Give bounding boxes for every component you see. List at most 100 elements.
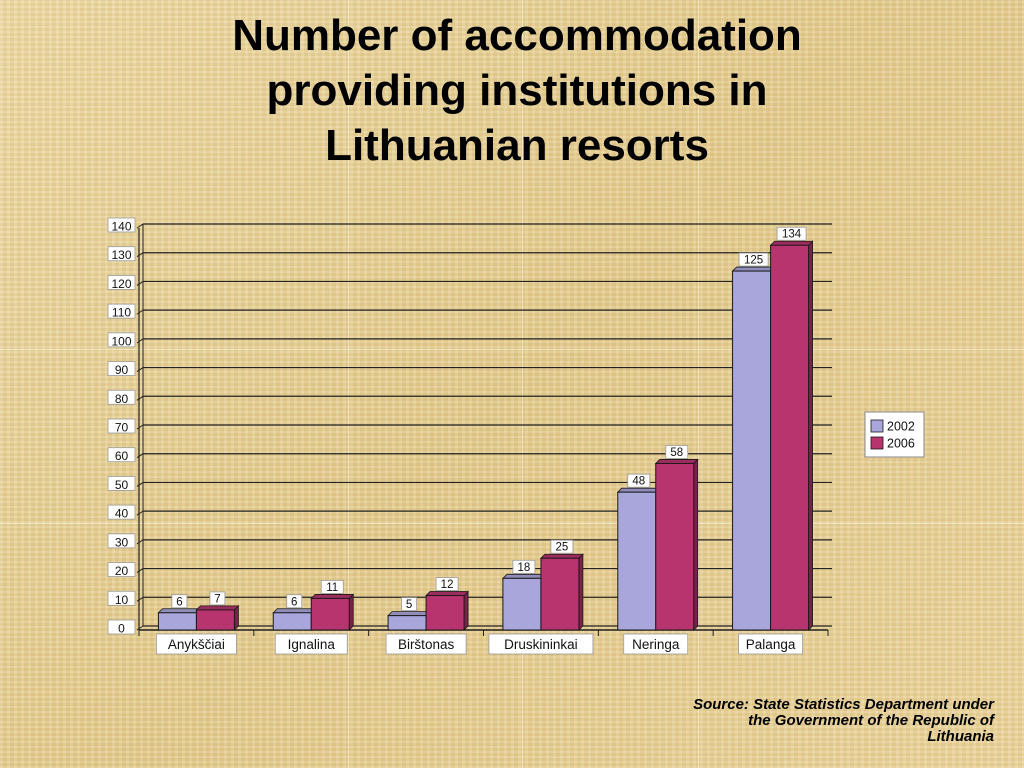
y-tick-label: 20	[115, 564, 129, 578]
y-tick-label-box	[107, 332, 136, 348]
data-label-box	[286, 594, 303, 609]
gridline-depth	[136, 395, 144, 401]
y-tick-label: 0	[118, 622, 125, 636]
category-label: Ignalina	[288, 637, 336, 652]
y-tick-label: 120	[111, 277, 131, 291]
background-seam	[0, 523, 1024, 524]
legend-swatch	[870, 419, 884, 433]
bar-side	[348, 593, 354, 631]
y-tick-label: 80	[115, 392, 129, 406]
bar	[310, 597, 350, 631]
data-label: 12	[441, 579, 454, 591]
bar	[540, 557, 580, 631]
y-tick-label-box	[107, 361, 136, 376]
bar-top	[616, 487, 661, 493]
bar-top	[769, 240, 814, 246]
data-label: 25	[556, 542, 569, 554]
category-label: Birštonas	[398, 637, 455, 652]
source-line: Source: State Statistics Department unde…	[693, 696, 994, 713]
bar	[425, 595, 465, 631]
gridline-depth	[136, 424, 144, 430]
data-label-box	[738, 252, 769, 267]
y-tick-label: 10	[115, 593, 129, 607]
data-label: 6	[291, 596, 297, 608]
y-tick-label-box	[107, 389, 136, 405]
y-tick-label-box	[107, 504, 136, 520]
gridline-depth	[136, 281, 144, 286]
y-tick-label-box	[107, 217, 136, 233]
y-tick-label: 140	[111, 220, 131, 234]
legend-label: 2006	[887, 437, 915, 451]
data-label: 18	[518, 562, 531, 574]
legend-label: 2002	[887, 420, 915, 434]
y-tick-label: 70	[115, 421, 129, 435]
category-label-box	[156, 633, 237, 655]
bar	[157, 612, 197, 631]
source-line: Lithuania	[927, 728, 994, 745]
gridline-depth	[136, 338, 144, 344]
bar-top	[501, 573, 546, 579]
title-line: providing institutions in	[266, 66, 768, 115]
data-label-box	[627, 473, 651, 488]
source-note: Source: State Statistics Department unde…	[554, 697, 994, 745]
data-label: 11	[326, 582, 338, 594]
y-tick-label-box	[107, 476, 136, 491]
bar-top	[425, 591, 470, 596]
title-line: Number of accommodation	[232, 11, 802, 60]
bar-top	[310, 594, 355, 599]
slide-title: Number of accommodation providing instit…	[112, 8, 922, 173]
data-label-box	[435, 577, 459, 591]
bar-top	[157, 608, 202, 614]
category-label-box	[623, 633, 689, 655]
background-seam	[348, 0, 349, 768]
gridline-depth	[136, 568, 144, 573]
background-seam	[522, 0, 523, 768]
bar-top	[731, 266, 776, 272]
category-label: Neringa	[632, 637, 680, 652]
bar-top	[387, 611, 432, 617]
gridline-depth	[136, 596, 144, 602]
bar-top	[272, 608, 317, 614]
bar-top	[654, 459, 699, 464]
y-tick-label: 30	[115, 535, 129, 549]
gridline-depth	[136, 482, 144, 487]
y-tick-label-box	[107, 246, 136, 262]
bar	[732, 270, 772, 631]
gridline-depth	[136, 223, 144, 229]
bar	[770, 244, 810, 631]
data-label: 48	[632, 476, 645, 488]
bar-side	[693, 458, 699, 631]
category-label-box	[274, 633, 348, 655]
data-label: 7	[214, 593, 220, 605]
category-label: Anykščiai	[168, 637, 225, 652]
data-label: 134	[782, 229, 802, 241]
background-seam	[698, 0, 699, 768]
data-label-box	[171, 594, 188, 609]
gridline-depth	[136, 367, 144, 372]
gridline-depth	[136, 625, 144, 631]
y-tick-label: 130	[111, 248, 131, 262]
legend-box	[864, 411, 925, 458]
y-tick-label-box	[107, 533, 136, 549]
bar-side	[808, 240, 813, 631]
bar	[195, 609, 235, 631]
bar	[617, 491, 657, 631]
y-tick-label: 40	[115, 507, 129, 521]
y-tick-label-box	[107, 303, 136, 319]
source-line: the Government of the Republic of	[748, 712, 994, 729]
gridline-depth	[136, 309, 144, 315]
data-label-box	[550, 539, 574, 554]
y-tick-label: 100	[111, 334, 131, 348]
data-label-box	[320, 580, 344, 594]
title-line: Lithuanian resorts	[325, 121, 709, 170]
bar-top	[539, 553, 584, 559]
y-tick-label-box	[107, 418, 136, 434]
category-label-box	[738, 633, 803, 655]
category-label-box	[488, 633, 594, 655]
data-label-box	[776, 226, 807, 241]
y-tick-label: 110	[112, 306, 131, 320]
y-tick-label: 90	[115, 363, 129, 377]
y-tick-label-box	[107, 619, 136, 635]
gridline-depth	[136, 252, 144, 258]
